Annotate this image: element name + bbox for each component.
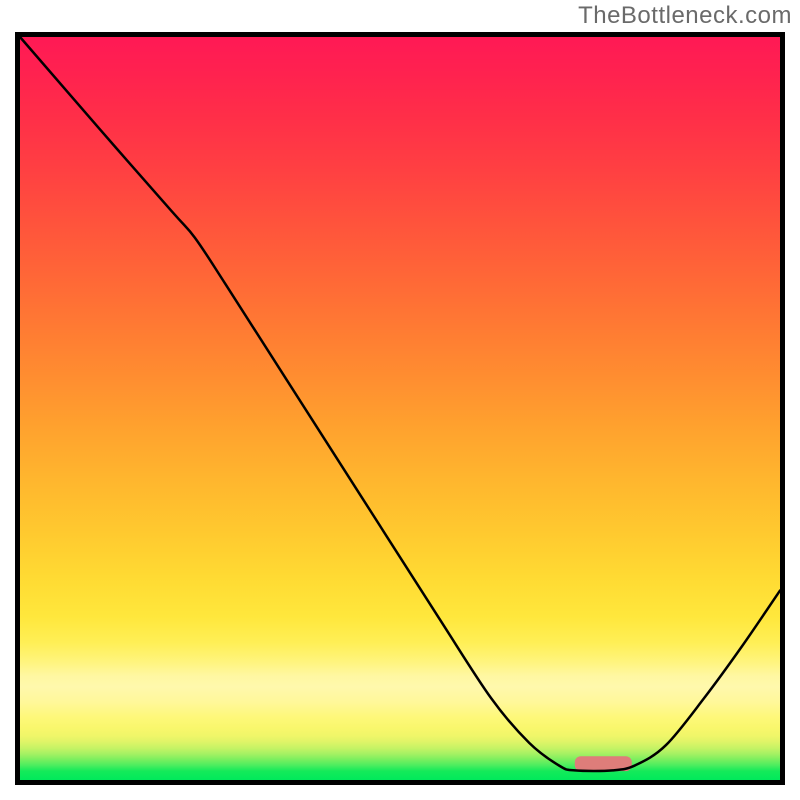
chart-svg <box>0 0 800 800</box>
bottleneck-chart: TheBottleneck.com <box>0 0 800 800</box>
watermark-text: TheBottleneck.com <box>578 2 792 30</box>
gradient-background <box>20 37 780 780</box>
